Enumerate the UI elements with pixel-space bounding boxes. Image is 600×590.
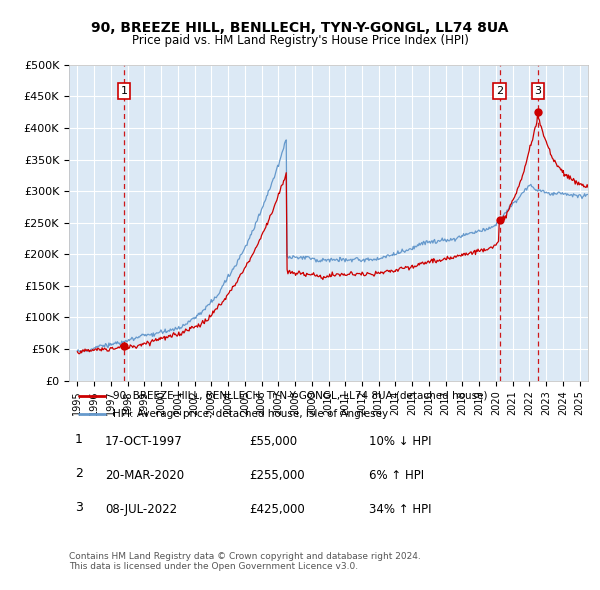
Text: 3: 3 bbox=[74, 501, 83, 514]
Text: 90, BREEZE HILL, BENLLECH, TYN-Y-GONGL, LL74 8UA (detached house): 90, BREEZE HILL, BENLLECH, TYN-Y-GONGL, … bbox=[113, 391, 488, 401]
Text: Price paid vs. HM Land Registry's House Price Index (HPI): Price paid vs. HM Land Registry's House … bbox=[131, 34, 469, 47]
Text: 6% ↑ HPI: 6% ↑ HPI bbox=[369, 469, 424, 482]
Text: 10% ↓ HPI: 10% ↓ HPI bbox=[369, 435, 431, 448]
Text: 90, BREEZE HILL, BENLLECH, TYN-Y-GONGL, LL74 8UA: 90, BREEZE HILL, BENLLECH, TYN-Y-GONGL, … bbox=[91, 21, 509, 35]
Text: £55,000: £55,000 bbox=[249, 435, 297, 448]
Text: 3: 3 bbox=[535, 86, 542, 96]
Text: 08-JUL-2022: 08-JUL-2022 bbox=[105, 503, 177, 516]
Text: 1: 1 bbox=[74, 433, 83, 446]
Text: 2: 2 bbox=[496, 86, 503, 96]
Text: 20-MAR-2020: 20-MAR-2020 bbox=[105, 469, 184, 482]
Text: £425,000: £425,000 bbox=[249, 503, 305, 516]
Text: 2: 2 bbox=[74, 467, 83, 480]
Text: HPI: Average price, detached house, Isle of Anglesey: HPI: Average price, detached house, Isle… bbox=[113, 409, 388, 419]
Text: Contains HM Land Registry data © Crown copyright and database right 2024.
This d: Contains HM Land Registry data © Crown c… bbox=[69, 552, 421, 571]
Text: 1: 1 bbox=[121, 86, 128, 96]
Text: 17-OCT-1997: 17-OCT-1997 bbox=[105, 435, 183, 448]
Text: £255,000: £255,000 bbox=[249, 469, 305, 482]
Text: 34% ↑ HPI: 34% ↑ HPI bbox=[369, 503, 431, 516]
